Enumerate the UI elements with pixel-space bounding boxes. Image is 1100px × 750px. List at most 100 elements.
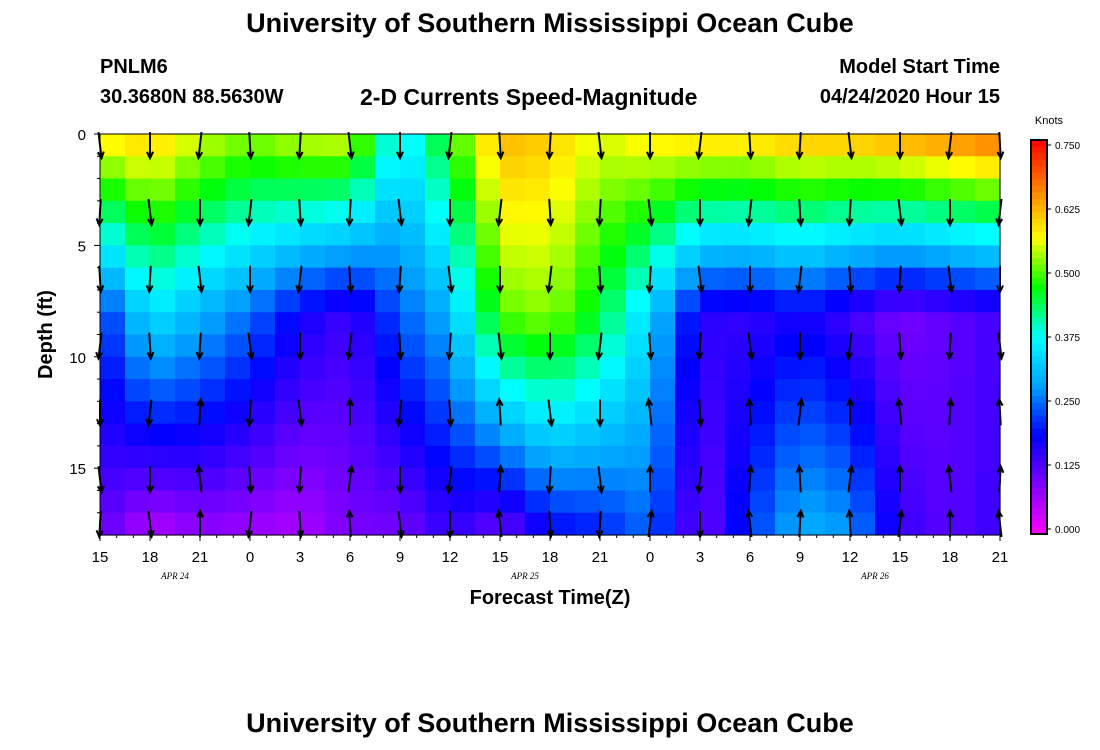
heatmap-cell <box>800 312 826 336</box>
current-arrow <box>896 464 904 493</box>
colorbar-segment <box>1031 310 1047 318</box>
current-arrow <box>445 132 454 161</box>
current-arrow <box>496 332 505 361</box>
heatmap-cell <box>575 223 601 246</box>
current-arrow <box>645 397 654 426</box>
heatmap-cell <box>450 401 476 425</box>
heatmap-cell <box>500 490 526 514</box>
heatmap-cell <box>325 512 351 536</box>
heatmap-cell <box>550 512 576 536</box>
heatmap-cell <box>350 200 376 224</box>
heatmap-cell <box>225 423 251 447</box>
heatmap-cell <box>275 267 301 291</box>
model-start-label: Model Start Time <box>839 56 1000 78</box>
heatmap-cell <box>600 312 626 336</box>
heatmap-cell <box>600 223 626 246</box>
heatmap-cell <box>650 334 676 358</box>
heatmap-cell <box>650 512 676 536</box>
heatmap-cell <box>125 490 151 514</box>
heatmap-cell <box>325 490 351 514</box>
heatmap-cell <box>575 423 601 447</box>
current-arrow <box>446 399 455 428</box>
current-arrow <box>845 332 854 361</box>
heatmap-cell <box>975 423 1001 447</box>
heatmap-cell <box>700 134 726 157</box>
heatmap-cell <box>450 423 476 447</box>
heatmap-cell <box>600 490 626 514</box>
heatmap-cell <box>175 178 201 202</box>
heatmap-cell <box>375 223 401 246</box>
heatmap-cell <box>900 379 926 402</box>
current-arrow <box>696 265 705 295</box>
heatmap-cell <box>500 156 526 180</box>
heatmap-cell <box>925 356 951 380</box>
heatmap-cell <box>275 312 301 336</box>
current-arrow <box>796 332 804 361</box>
colorbar-segment <box>1031 501 1047 509</box>
heatmap-cell <box>700 512 726 536</box>
heatmap-cell <box>175 134 201 157</box>
heatmap-cell <box>675 223 701 246</box>
heatmap-cell <box>575 200 601 224</box>
heatmap-cell <box>250 223 276 246</box>
heatmap-cell <box>250 334 276 358</box>
heatmap-cell <box>925 468 951 492</box>
heatmap-cell <box>700 312 726 336</box>
heatmap-cell <box>250 379 276 402</box>
heatmap-cell <box>800 356 826 380</box>
heatmap-cell <box>275 334 301 358</box>
heatmap-cell <box>450 245 476 269</box>
heatmap-cell <box>500 423 526 447</box>
heatmap-cell <box>925 334 951 358</box>
current-arrow <box>846 265 855 295</box>
heatmap-cell <box>975 401 1001 425</box>
heatmap-cell <box>400 312 426 336</box>
heatmap-cell <box>650 200 676 224</box>
heatmap-cell <box>600 267 626 291</box>
colorbar-tick-label: 0.750 <box>1055 141 1080 152</box>
heatmap-cell <box>575 401 601 425</box>
heatmap-cell <box>450 289 476 313</box>
heatmap-cell <box>125 445 151 469</box>
heatmap-cell <box>600 401 626 425</box>
date-label: APR 25 <box>510 571 539 581</box>
x-tick-label: 0 <box>246 549 254 566</box>
heatmap-cell <box>675 312 701 336</box>
heatmap-cell <box>375 134 401 157</box>
heatmap-cell <box>300 401 326 425</box>
heatmap-cell <box>725 245 751 269</box>
heatmap-cell <box>550 267 576 291</box>
x-tick-label: 0 <box>646 549 654 566</box>
heatmap-cell <box>500 379 526 402</box>
heatmap-cell <box>500 245 526 269</box>
x-tick-label: 18 <box>542 549 559 566</box>
x-tick-label: 3 <box>696 549 704 566</box>
heatmap-cell <box>725 468 751 492</box>
heatmap-cell <box>500 445 526 469</box>
current-arrow <box>196 265 205 295</box>
colorbar-segment <box>1031 291 1047 299</box>
heatmap-cell <box>350 267 376 291</box>
heatmap-cell <box>900 423 926 447</box>
heatmap-cell <box>725 512 751 536</box>
heatmap-cell <box>525 490 551 514</box>
footer-title: University of Southern Mississippi Ocean… <box>246 708 854 738</box>
heatmap-cell <box>125 223 151 246</box>
heatmap-cell <box>425 223 451 246</box>
current-arrow <box>146 198 155 228</box>
heatmap-cell <box>375 312 401 336</box>
date-label: APR 26 <box>860 571 889 581</box>
current-arrow <box>595 332 604 361</box>
heatmap-cell <box>500 267 526 291</box>
heatmap-cell <box>825 423 851 447</box>
heatmap-cell <box>875 356 901 380</box>
heatmap-cell <box>850 423 876 447</box>
current-arrow <box>796 508 805 537</box>
heatmap-cell <box>625 401 651 425</box>
heatmap-cell <box>150 379 176 402</box>
heatmap-cell <box>150 134 176 157</box>
x-tick-label: 12 <box>442 549 459 566</box>
heatmap-cell <box>750 423 776 447</box>
heatmap-cell <box>375 356 401 380</box>
heatmap-cell <box>500 468 526 492</box>
